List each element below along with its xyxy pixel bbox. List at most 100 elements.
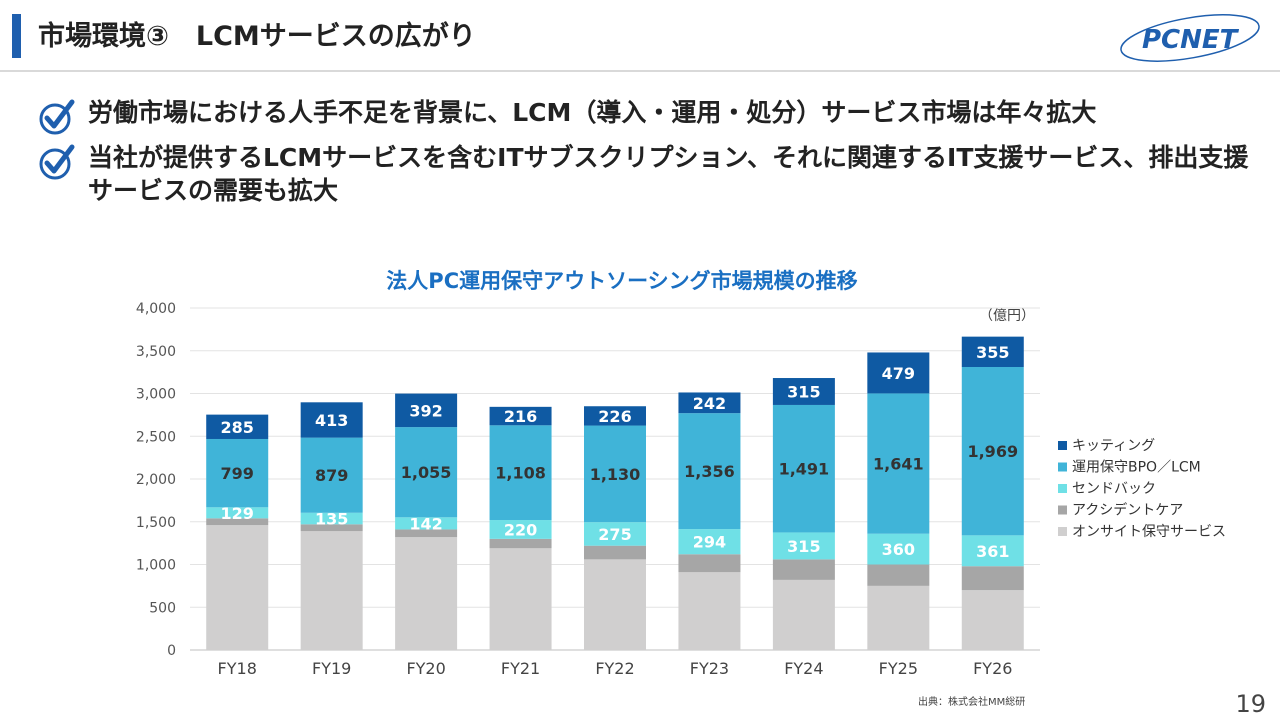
legend-label: オンサイト保守サービス (1072, 524, 1226, 540)
bar-segment (678, 392, 741, 414)
data-label: 479 (882, 364, 915, 383)
data-label: 1,108 (495, 464, 546, 483)
bullet-list: 労働市場における人手不足を背景に、LCM（導入・運用・処分）サービス市場は年々拡… (38, 96, 1268, 219)
x-tick-label: FY26 (973, 659, 1012, 678)
unit-label: （億円） (979, 308, 1035, 324)
bar-segment (584, 522, 646, 546)
x-tick-label: FY18 (218, 659, 257, 678)
bar-segment (206, 507, 269, 519)
y-tick-label: 3,000 (136, 387, 176, 403)
bar-segment (867, 585, 930, 650)
bar-segment (584, 425, 646, 523)
data-label: 1,969 (967, 442, 1018, 461)
bar-segment (395, 537, 458, 650)
bar-segment (867, 352, 930, 394)
bullet-item: 当社が提供するLCMサービスを含むITサブスクリプション、それに関連するIT支援… (38, 141, 1268, 207)
x-tick-label: FY21 (501, 659, 540, 678)
title-bar: 市場環境③ LCMサービスの広がり PCNET (0, 0, 1280, 72)
data-label: 361 (976, 542, 1009, 561)
checkmark-icon (39, 144, 75, 180)
bar-segment (961, 366, 1024, 536)
data-label: 285 (221, 418, 254, 437)
legend-swatch (1058, 484, 1067, 493)
data-label: 1,491 (779, 460, 830, 479)
bar-segment (395, 393, 458, 428)
data-label: 1,356 (684, 462, 735, 481)
y-tick-label: 3,500 (136, 344, 176, 360)
title-accent-bar (12, 14, 21, 58)
bar-segment (300, 524, 363, 532)
data-label: 294 (693, 533, 726, 552)
page-number: 19 (1235, 690, 1266, 718)
bar-segment (395, 529, 458, 538)
y-tick-label: 1,500 (136, 515, 176, 531)
data-label: 242 (693, 394, 726, 413)
bar-segment (489, 538, 552, 549)
data-label: 1,130 (590, 465, 641, 484)
y-tick-label: 2,000 (136, 472, 176, 488)
stacked-bar-chart: 法人PC運用保守アウトソーシング市場規模の推移 （億円） 0 500 1,000 1,50… (136, 269, 1226, 678)
bar-segment (300, 512, 363, 525)
y-tick-label: 4,000 (136, 301, 176, 317)
data-label: 413 (315, 411, 348, 430)
data-label: 799 (221, 464, 254, 483)
company-logo: PCNET (1120, 14, 1260, 62)
bar-segment (300, 437, 363, 513)
data-label: 135 (315, 510, 348, 529)
data-label: 1,641 (873, 455, 924, 474)
bar-segment (678, 572, 741, 650)
bar-segment (678, 554, 741, 573)
x-tick-label: FY23 (690, 659, 729, 678)
data-label: 360 (882, 540, 915, 559)
bar-segment (772, 378, 835, 405)
bar-segment (867, 564, 930, 586)
x-tick-label: FY19 (312, 659, 351, 678)
chart-title: 法人PC運用保守アウトソーシング市場規模の推移 (386, 269, 857, 293)
bar-segment (489, 406, 552, 426)
bar-segment (584, 406, 646, 426)
bar-segment (300, 531, 363, 650)
bar-segment (395, 517, 458, 530)
bar-segment (395, 427, 458, 518)
bar-segment (489, 520, 552, 539)
bar-segment (584, 559, 646, 650)
x-tick-label: FY20 (406, 659, 445, 678)
legend-label: 運用保守BPO／LCM (1072, 460, 1201, 476)
bullet-text-2: 当社が提供するLCMサービスを含むITサブスクリプション、それに関連するIT支援… (88, 143, 1249, 205)
legend-swatch (1058, 527, 1067, 536)
data-label: 879 (315, 466, 348, 485)
y-tick-label: 0 (167, 643, 176, 659)
x-tick-label: FY22 (595, 659, 634, 678)
legend-label: アクシデントケア (1072, 502, 1183, 519)
legend-label: センドバック (1072, 481, 1156, 497)
bar-segment (961, 566, 1024, 591)
legend-swatch (1058, 441, 1067, 450)
bar-segment (206, 414, 269, 439)
bar-segment (772, 404, 835, 533)
bar-segment (961, 590, 1024, 650)
source-note: 出典：株式会社MM総研 (918, 697, 1026, 708)
bar-segment (867, 393, 930, 534)
bar-segment (772, 532, 835, 560)
legend-label: キッティング (1072, 438, 1155, 454)
logo-text: PCNET (1142, 25, 1240, 55)
bar-segment (961, 336, 1024, 367)
x-tick-label: FY24 (784, 659, 823, 678)
bullet-text-1: 労働市場における人手不足を背景に、LCM（導入・運用・処分）サービス市場は年々拡… (88, 98, 1097, 127)
page-title: 市場環境③ LCMサービスの広がり (38, 21, 476, 52)
legend-swatch (1058, 505, 1067, 515)
bar-segment (772, 579, 835, 650)
data-label: 226 (598, 407, 631, 426)
y-tick-label: 500 (149, 600, 176, 616)
bar-segment (206, 438, 269, 508)
chart-container: 法人PC運用保守アウトソーシング市場規模の推移 （億円） 0 500 1,000 1,50… (0, 250, 1280, 720)
bar-segment (206, 525, 269, 650)
bar-segment (772, 559, 835, 580)
bar-segment (300, 402, 363, 438)
data-label: 315 (787, 382, 820, 401)
data-label: 129 (221, 504, 254, 523)
y-tick-label: 2,500 (136, 429, 176, 445)
x-tick-label: FY25 (879, 659, 918, 678)
checkmark-icon (39, 99, 75, 135)
data-label: 355 (976, 343, 1009, 362)
